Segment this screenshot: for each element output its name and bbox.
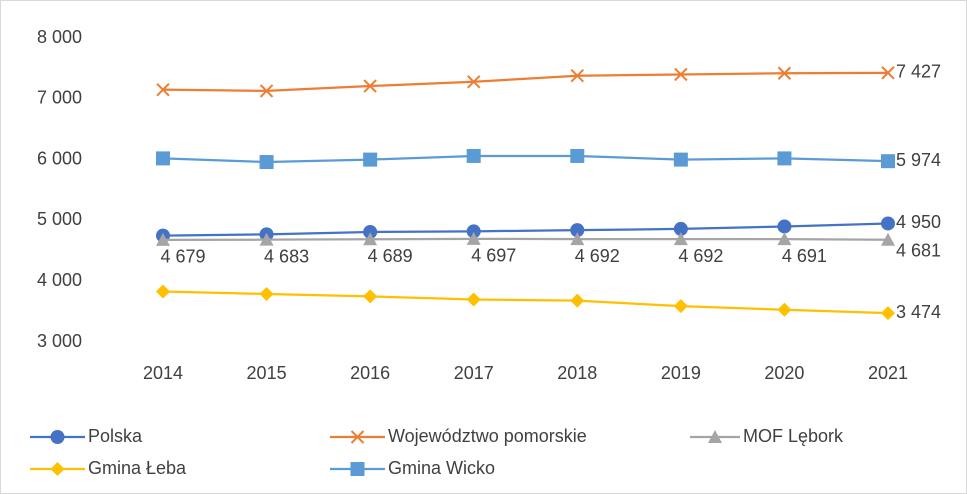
data-label: 4 689 (368, 246, 413, 266)
series-line (162, 222, 889, 237)
legend-item: Gmina Wicko (330, 458, 495, 478)
marker (673, 221, 688, 236)
series-line (162, 71, 889, 93)
data-label: 7 427 (896, 62, 941, 82)
marker (363, 224, 378, 239)
y-tick-label: 6 000 (37, 148, 82, 168)
legend-label: Województwo pomorskie (388, 426, 587, 446)
marker (363, 289, 378, 304)
data-label: 4 692 (575, 246, 620, 266)
marker (259, 155, 274, 170)
marker (467, 75, 481, 89)
marker (466, 231, 481, 245)
marker (881, 232, 895, 246)
legend-item: Gmina Łeba (30, 458, 187, 478)
legend-item: Województwo pomorskie (330, 426, 587, 446)
legend-label: Gmina Łeba (88, 458, 187, 478)
data-label: 4 697 (471, 246, 516, 266)
legend-label: MOF Lębork (743, 426, 844, 446)
marker (156, 284, 170, 299)
marker (673, 299, 688, 314)
marker (570, 68, 584, 83)
marker (156, 82, 170, 97)
marker (777, 219, 792, 234)
marker (674, 67, 688, 82)
marker (881, 306, 895, 321)
series-line (162, 154, 889, 164)
data-label: 4 683 (264, 246, 309, 266)
marker (570, 223, 585, 238)
data-label: 4 950 (896, 212, 941, 232)
marker (673, 232, 688, 246)
marker (350, 430, 365, 444)
x-tick-label: 2016 (350, 363, 390, 383)
data-label: 4 692 (678, 246, 723, 266)
y-tick-label: 4 000 (37, 270, 82, 290)
legend-label: Polska (88, 426, 143, 446)
marker (777, 66, 792, 80)
marker (881, 66, 895, 80)
marker (466, 292, 481, 307)
marker (363, 232, 378, 246)
data-label: 5 974 (896, 150, 941, 170)
x-tick-label: 2017 (454, 363, 494, 383)
x-tick-label: 2021 (868, 363, 908, 383)
legend-item: Polska (30, 426, 143, 446)
legend-item: MOF Lębork (690, 426, 844, 446)
marker (363, 152, 378, 167)
marker (50, 462, 65, 476)
series-line (162, 290, 889, 315)
marker (156, 151, 170, 166)
x-tick-label: 2018 (557, 363, 597, 383)
x-tick-label: 2020 (764, 363, 804, 383)
data-label: 4 679 (160, 247, 205, 267)
legend-label: Gmina Wicko (388, 458, 495, 478)
data-label: 3 474 (896, 302, 941, 322)
data-label: 4 681 (896, 241, 941, 261)
marker (50, 430, 65, 444)
marker (881, 216, 895, 231)
y-tick-label: 8 000 (37, 27, 82, 47)
marker (777, 302, 792, 317)
marker (259, 84, 274, 98)
marker (570, 232, 585, 246)
x-tick-label: 2015 (247, 363, 287, 383)
marker (881, 154, 895, 169)
marker (466, 148, 481, 163)
marker (156, 232, 170, 246)
marker (570, 293, 585, 308)
marker (466, 224, 481, 239)
marker (363, 79, 377, 93)
marker (259, 286, 274, 301)
y-tick-label: 7 000 (37, 88, 82, 108)
marker (350, 462, 365, 476)
x-tick-label: 2014 (143, 363, 183, 383)
marker (777, 232, 792, 246)
marker (259, 232, 274, 246)
y-tick-label: 5 000 (37, 209, 82, 229)
x-tick-label: 2019 (661, 363, 701, 383)
marker (777, 151, 792, 166)
series-line (162, 237, 889, 242)
marker (570, 148, 585, 163)
data-label: 4 691 (782, 246, 827, 266)
marker (708, 430, 722, 443)
marker (673, 152, 688, 167)
y-tick-label: 3 000 (37, 331, 82, 351)
